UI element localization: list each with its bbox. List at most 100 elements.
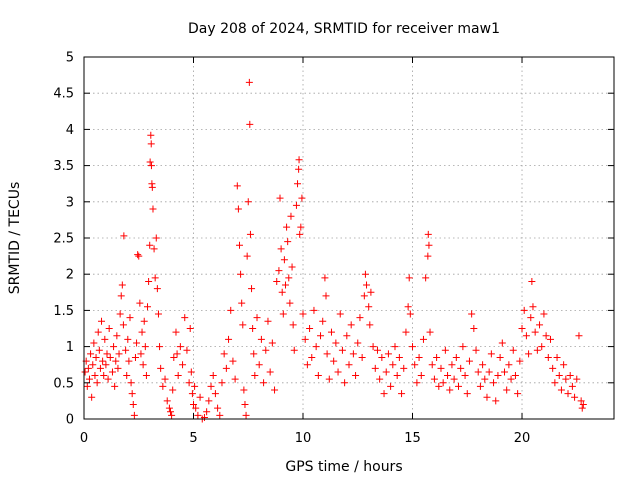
data-point [89, 361, 97, 369]
data-point [165, 404, 173, 412]
data-point [275, 267, 283, 275]
data-point [487, 350, 495, 358]
data-point [225, 335, 233, 343]
data-point [509, 346, 517, 354]
data-point [266, 368, 274, 376]
data-point [317, 332, 325, 340]
data-point [544, 353, 552, 361]
data-point [376, 375, 384, 383]
data-point [122, 346, 130, 354]
data-point [145, 277, 153, 285]
data-point [527, 314, 535, 322]
data-point [507, 375, 515, 383]
data-point [146, 241, 154, 249]
data-point [191, 382, 199, 390]
data-point [298, 194, 306, 202]
data-point [546, 335, 554, 343]
data-point [148, 183, 156, 191]
data-point [234, 205, 242, 213]
data-point [297, 223, 305, 231]
data-point [108, 368, 116, 376]
data-point [369, 343, 377, 351]
data-point [571, 393, 579, 401]
data-point [95, 346, 103, 354]
data-point [398, 390, 406, 398]
data-point [522, 332, 530, 340]
axis-ticks [83, 56, 614, 420]
data-point [352, 372, 360, 380]
data-point [528, 277, 536, 285]
data-point [268, 339, 276, 347]
data-point [366, 321, 374, 329]
data-point [358, 353, 366, 361]
data-point [81, 368, 89, 376]
data-point [286, 299, 294, 307]
data-point [285, 274, 293, 282]
data-point [470, 325, 478, 332]
data-point [147, 131, 155, 139]
data-point [446, 386, 454, 394]
data-point [220, 350, 228, 358]
data-point [402, 328, 410, 336]
data-point [494, 372, 502, 380]
data-point [323, 350, 331, 358]
data-points [81, 78, 587, 423]
data-point [255, 361, 263, 369]
y-tick-labels: 0 0.5 1 1.5 2 2.5 3 3.5 4 4.5 5 [53, 51, 74, 428]
data-point [222, 364, 230, 372]
data-point [104, 375, 112, 383]
data-point [373, 346, 381, 354]
data-point [378, 353, 386, 361]
data-point [312, 343, 320, 351]
data-point [452, 353, 460, 361]
data-point [250, 350, 258, 358]
data-point [115, 350, 123, 358]
data-point [123, 372, 131, 380]
data-point [330, 357, 338, 365]
data-point [529, 303, 537, 311]
data-point [404, 303, 412, 311]
data-point [498, 339, 506, 347]
data-point [391, 343, 399, 351]
data-point [174, 372, 182, 380]
data-point [93, 379, 101, 387]
data-point [560, 361, 568, 369]
y-tick-label: 5 [66, 51, 74, 66]
data-point [566, 372, 574, 380]
y-tick-label: 3.5 [53, 159, 74, 174]
data-point [459, 343, 467, 351]
data-point [157, 364, 165, 372]
x-tick-label: 15 [404, 431, 421, 446]
data-point [139, 361, 147, 369]
data-point [468, 310, 476, 318]
data-point [409, 343, 417, 351]
data-point [425, 241, 433, 249]
data-point [327, 328, 335, 336]
data-point [568, 382, 576, 390]
data-point [371, 364, 379, 372]
data-point [179, 361, 187, 369]
data-point [192, 404, 200, 412]
data-point [347, 321, 355, 329]
data-point [540, 310, 548, 318]
data-point [280, 256, 288, 264]
data-point [116, 310, 124, 318]
y-tick-label: 1.5 [53, 304, 74, 319]
data-point [91, 372, 99, 380]
data-point [279, 310, 287, 318]
data-point [245, 78, 253, 86]
data-point [172, 328, 180, 336]
data-point [181, 314, 189, 322]
data-point [188, 390, 196, 398]
data-point [163, 397, 171, 405]
data-point [415, 353, 423, 361]
data-point [257, 335, 265, 343]
data-point [579, 401, 587, 409]
data-point [457, 364, 465, 372]
data-point [129, 401, 137, 409]
data-point [149, 205, 157, 213]
data-point [124, 335, 132, 343]
data-point [430, 375, 438, 383]
data-point [203, 408, 211, 416]
data-point [382, 368, 390, 376]
